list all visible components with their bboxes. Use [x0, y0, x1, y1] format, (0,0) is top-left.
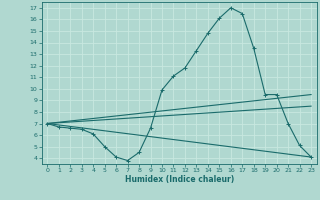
X-axis label: Humidex (Indice chaleur): Humidex (Indice chaleur) — [124, 175, 234, 184]
